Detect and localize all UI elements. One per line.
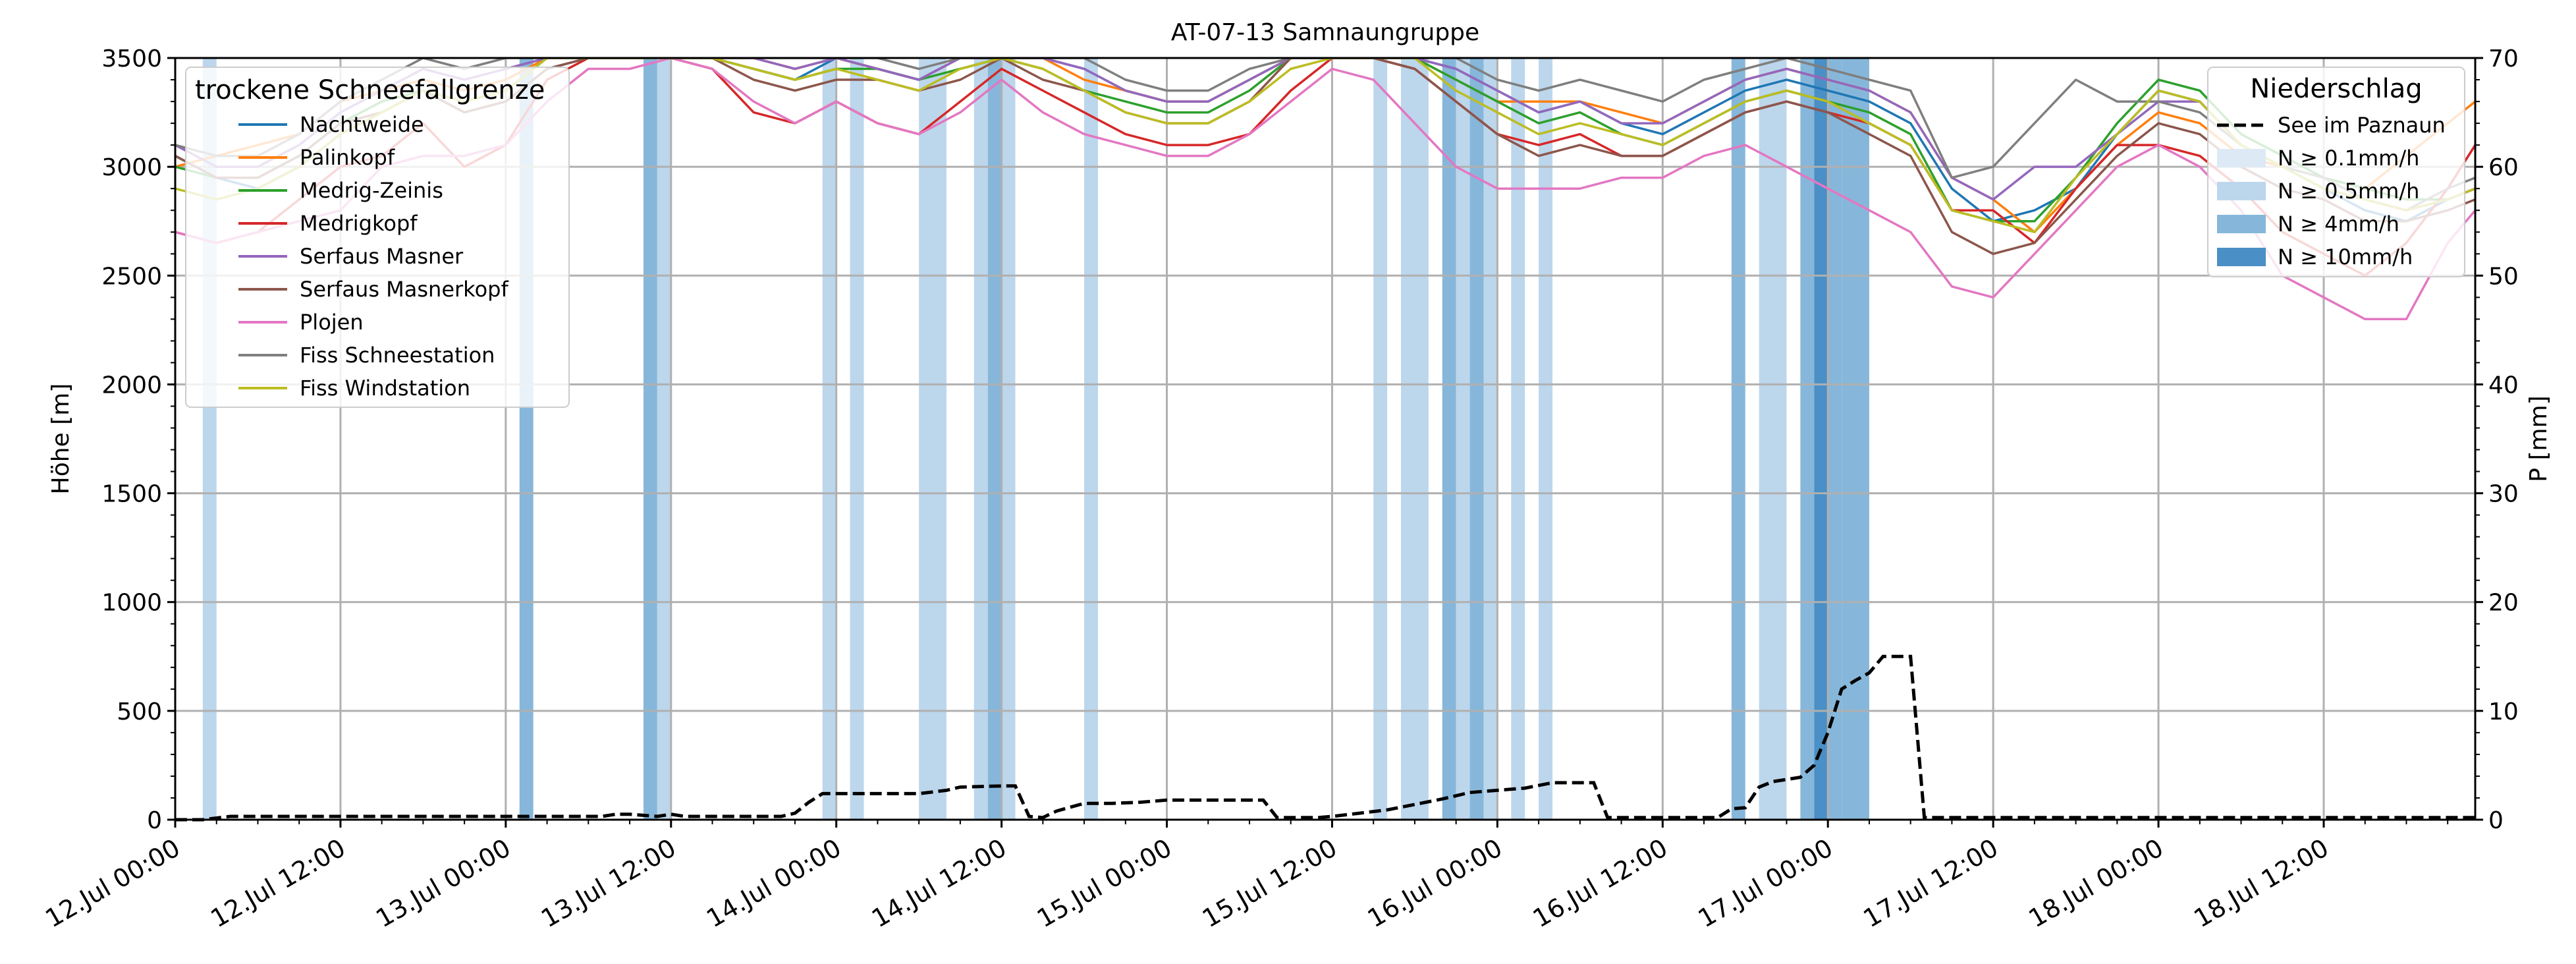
precip-band [1511, 58, 1525, 820]
legend-left-label: Nachtweide [300, 112, 424, 137]
y-tick-label-right: 40 [2488, 372, 2519, 399]
legend-right-swatch [2217, 215, 2266, 233]
y-tick-label-right: 0 [2488, 807, 2504, 834]
precip-band [850, 58, 864, 820]
precip-band [1800, 58, 1815, 820]
x-tick-label: 13.Jul 00:00 [371, 833, 515, 933]
precip-band [1539, 58, 1553, 820]
legend-right-label: N ≥ 4mm/h [2278, 212, 2399, 237]
series-line [175, 58, 2475, 212]
x-tick-label: 14.Jul 12:00 [867, 833, 1011, 933]
precip-band [1842, 58, 1869, 820]
legend-right-label: See im Paznaun [2278, 113, 2446, 138]
y-tick-label-right: 10 [2488, 698, 2519, 725]
precip-band [1828, 58, 1842, 820]
precip-band [1001, 58, 1016, 820]
legend-left-label: Fiss Windstation [300, 376, 470, 401]
x-axis: 12.Jul 00:00 12.Jul 12:00 13.Jul 00:00 13.J… [40, 820, 2449, 933]
y-tick-label-left: 500 [117, 698, 162, 725]
precip-bands [202, 58, 1869, 820]
legend-right-swatch [2217, 248, 2266, 266]
legend-left-label: Fiss Schneestation [300, 343, 495, 368]
legend-right: Niederschlag See im Paznaun N ≥ 0.1mm/h N … [2207, 67, 2465, 277]
y-tick-label-right: 20 [2488, 590, 2519, 617]
series-line [175, 58, 2475, 212]
precip-band [987, 58, 1002, 820]
y-tick-label-left: 3000 [101, 154, 162, 181]
y-tick-label-left: 2000 [101, 372, 162, 399]
y-tick-label-left: 1500 [101, 481, 162, 508]
precip-band [1373, 58, 1388, 820]
legend-right-swatch [2217, 149, 2266, 167]
precip-band [1814, 58, 1828, 820]
legend-left-label: Medrig-Zeinis [300, 178, 443, 203]
y-tick-label-left: 1000 [101, 590, 162, 617]
legend-left: trockene Schneefallgrenze Nachtweide Pali… [185, 67, 570, 408]
legend-left-label: Palinkopf [300, 145, 395, 170]
y-tick-label-right: 60 [2488, 154, 2519, 181]
x-tick-label: 12.Jul 00:00 [40, 833, 184, 933]
precip-line [175, 654, 2475, 822]
y-axis-left: 0 500 1000 1500 2000 2500 3000 3500 [101, 45, 175, 834]
precip-band [643, 58, 657, 820]
precip-band [1483, 58, 1498, 820]
precip-band [1469, 58, 1484, 820]
legend-left-label: Serfaus Masnerkopf [300, 277, 508, 302]
legend-right-frame [2207, 67, 2465, 277]
precip-band [822, 58, 836, 820]
x-tick-label: 15.Jul 12:00 [1197, 833, 1342, 933]
y-tick-label-left: 3500 [101, 45, 162, 72]
y-axis-label-left: Höhe [m] [47, 383, 74, 495]
precip-band [1731, 58, 1745, 820]
precip-band [1084, 58, 1098, 820]
x-tick-label: 13.Jul 12:00 [536, 833, 680, 933]
y-axis-right: 0 10 20 30 40 50 60 70 [2475, 45, 2519, 834]
legend-right-label: N ≥ 0.1mm/h [2278, 146, 2419, 171]
precip-band [657, 58, 671, 820]
x-tick-label: 18.Jul 12:00 [2189, 833, 2333, 933]
legend-left-title: trockene Schneefallgrenze [195, 75, 545, 105]
y-tick-label-left: 0 [147, 807, 162, 834]
legend-left-label: Plojen [300, 310, 364, 335]
plot-frame [174, 57, 2477, 821]
y-tick-label-right: 70 [2488, 45, 2519, 72]
legend-left-label: Medrigkopf [300, 211, 418, 236]
chart-title: AT-07-13 Samnaungruppe [1171, 19, 1479, 46]
x-tick-label: 16.Jul 12:00 [1528, 833, 1672, 933]
series-line [175, 58, 2475, 233]
precip-band [919, 58, 946, 820]
precip-band [1401, 58, 1429, 820]
legend-right-label: N ≥ 0.5mm/h [2278, 179, 2419, 204]
x-tick-label: 14.Jul 00:00 [701, 833, 846, 933]
y-axis-label-right: P [mm] [2525, 395, 2552, 482]
series-line [175, 58, 2475, 223]
precip-band [1456, 58, 1470, 820]
x-tick-label: 12.Jul 12:00 [206, 833, 350, 933]
x-tick-label: 15.Jul 00:00 [1032, 833, 1176, 933]
legend-right-swatch [2217, 182, 2266, 200]
y-tick-label-right: 50 [2488, 263, 2519, 290]
x-tick-label: 17.Jul 12:00 [1859, 833, 2003, 933]
precip-band [1442, 58, 1456, 820]
precip-series-line [175, 654, 2475, 822]
series-line [175, 58, 2475, 256]
y-tick-label-right: 30 [2488, 481, 2519, 508]
x-tick-label: 18.Jul 00:00 [2023, 833, 2168, 933]
precip-band [973, 58, 988, 820]
y-tick-label-left: 2500 [101, 263, 162, 290]
legend-right-label: N ≥ 10mm/h [2278, 244, 2413, 269]
x-tick-label: 16.Jul 00:00 [1363, 833, 1507, 933]
legend-left-label: Serfaus Masner [300, 244, 464, 269]
x-tick-label: 17.Jul 00:00 [1693, 833, 1838, 933]
legend-right-title: Niederschlag [2250, 74, 2422, 104]
precip-band [1759, 58, 1787, 820]
